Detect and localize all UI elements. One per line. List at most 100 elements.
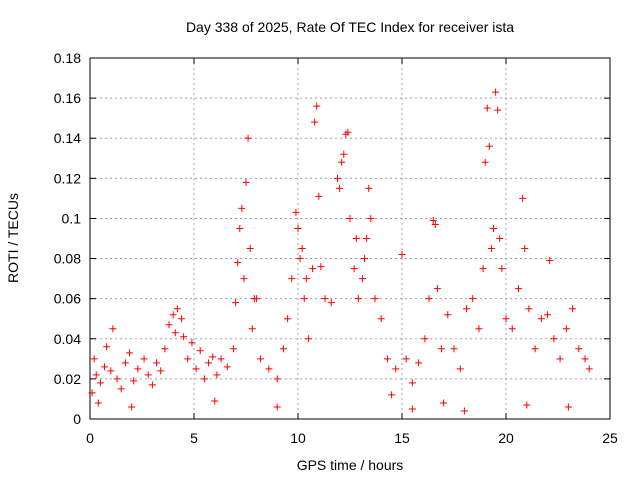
data-point <box>144 371 152 379</box>
data-point <box>377 315 385 323</box>
y-tick-label: 0.1 <box>62 210 82 226</box>
data-point <box>494 106 502 114</box>
y-tick-label: 0.04 <box>54 331 81 347</box>
data-point <box>121 359 129 367</box>
plot-frame <box>89 57 611 420</box>
data-point <box>340 150 348 158</box>
data-point <box>117 385 125 393</box>
data-point <box>304 335 312 343</box>
data-point <box>209 353 217 361</box>
data-point <box>240 275 248 283</box>
data-point <box>350 265 358 273</box>
data-point <box>88 389 96 397</box>
data-point <box>213 371 221 379</box>
data-point <box>273 375 281 383</box>
data-point <box>313 102 321 110</box>
data-point <box>96 379 104 387</box>
y-tick-label: 0.16 <box>54 90 81 106</box>
x-tick-label: 20 <box>498 430 514 446</box>
data-point <box>431 220 439 228</box>
data-point <box>257 355 265 363</box>
data-point <box>338 158 346 166</box>
data-point <box>161 345 169 353</box>
data-point <box>188 339 196 347</box>
y-tick-label: 0.08 <box>54 251 81 267</box>
data-point <box>196 347 204 355</box>
data-point <box>250 295 258 303</box>
data-point <box>300 295 308 303</box>
data-point <box>365 184 373 192</box>
data-point <box>367 214 375 222</box>
data-point <box>321 295 329 303</box>
x-tick-label: 5 <box>190 430 198 446</box>
data-point <box>126 349 134 357</box>
data-point <box>230 345 238 353</box>
data-point <box>556 355 564 363</box>
data-point <box>408 405 416 413</box>
data-point <box>523 401 531 409</box>
data-point <box>217 355 225 363</box>
data-point <box>496 235 504 242</box>
data-point <box>294 224 302 232</box>
data-point <box>134 365 142 373</box>
data-point <box>236 224 244 232</box>
data-point <box>107 367 115 375</box>
data-point <box>498 265 506 273</box>
data-point <box>521 245 529 253</box>
data-point <box>531 345 539 353</box>
data-point <box>490 224 498 232</box>
data-point <box>128 403 136 411</box>
data-point <box>192 365 200 373</box>
data-points <box>88 88 593 415</box>
data-point <box>361 255 369 263</box>
x-tick-label: 10 <box>290 430 306 446</box>
data-point <box>184 355 192 363</box>
data-point <box>302 275 310 283</box>
data-point <box>352 235 360 242</box>
data-point <box>363 235 371 242</box>
data-point <box>296 255 304 263</box>
data-point <box>153 359 161 367</box>
data-point <box>537 315 545 323</box>
data-point <box>481 158 489 166</box>
data-point <box>415 359 423 367</box>
data-point <box>169 311 177 319</box>
data-point <box>429 216 437 224</box>
data-point <box>344 128 352 136</box>
data-point <box>292 208 300 216</box>
chart-title: Day 338 of 2025, Rate Of TEC Index for r… <box>186 19 514 35</box>
data-point <box>402 355 410 363</box>
data-point <box>273 403 281 411</box>
data-point <box>298 245 306 253</box>
data-point <box>408 379 416 387</box>
data-point <box>354 295 362 303</box>
data-point <box>171 329 179 337</box>
grid-lines <box>90 58 610 419</box>
data-point <box>440 399 448 407</box>
data-point <box>200 375 208 383</box>
data-point <box>165 321 173 329</box>
data-point <box>450 345 458 353</box>
data-point <box>327 299 335 307</box>
data-point <box>462 305 470 313</box>
data-point <box>173 305 181 313</box>
data-point <box>113 375 121 383</box>
data-point <box>575 345 583 353</box>
y-tick-label: 0.06 <box>54 291 81 307</box>
data-point <box>288 275 296 283</box>
data-point <box>502 315 510 323</box>
data-point <box>311 118 319 126</box>
data-point <box>130 377 138 385</box>
data-point <box>109 325 117 333</box>
data-point <box>438 345 446 353</box>
data-point <box>234 259 242 267</box>
data-point <box>309 265 317 273</box>
data-point <box>487 245 495 253</box>
axis-ticks: 0 0.02 0.04 0.06 0.08 0.1 0.12 0.14 0.16 0.18 0 5 10… <box>54 50 618 446</box>
data-point <box>211 397 219 405</box>
data-point <box>238 204 246 212</box>
data-point <box>492 88 500 96</box>
data-point <box>279 345 287 353</box>
data-point <box>244 134 252 142</box>
